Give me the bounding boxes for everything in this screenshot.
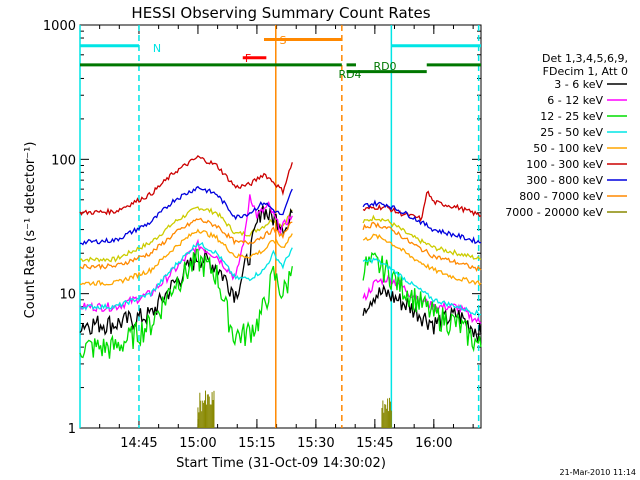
plot-area: 1 10 100 1000 14:45 15:00 15:15 15:30 15:45 16:00… (43, 19, 482, 451)
y-tick-label: 10 (59, 288, 76, 303)
legend-entry-label: 800 - 7000 keV (519, 190, 603, 203)
legend-entry-label: 50 - 100 keV (533, 142, 603, 155)
legend-header: FDecim 1, Att 0 (543, 65, 628, 78)
series-line-4 (79, 228, 293, 287)
series-line-6 (362, 199, 481, 245)
flag-label-rd0: RD0 (373, 60, 396, 73)
flag-label-f: F (245, 52, 251, 65)
x-tick-label: 15:30 (297, 436, 334, 451)
series-line-0 (79, 205, 293, 336)
series-line-unlabeled (79, 206, 293, 263)
series-line-3 (362, 257, 482, 316)
series-line-5 (79, 154, 293, 216)
flag-label-s: S (280, 34, 287, 47)
series-line-4 (362, 233, 482, 287)
chart-title: HESSI Observing Summary Count Rates (131, 4, 430, 22)
series-line-6 (80, 185, 293, 246)
legend-entry-label: 12 - 25 keV (540, 110, 603, 123)
x-axis-label: Start Time (31-Oct-09 14:30:02) (176, 456, 386, 471)
series-line-3 (79, 241, 293, 311)
y-tick-label: 100 (51, 153, 76, 168)
legend-entry-label: 6 - 12 keV (547, 94, 603, 107)
legend-entry-label: 300 - 800 keV (526, 174, 603, 187)
x-tick-label: 15:00 (179, 436, 216, 451)
legend-entry-label: 3 - 6 keV (554, 78, 603, 91)
y-axis-label: Count Rate (s⁻¹ detector⁻¹) (23, 142, 38, 319)
flag-label-rd4: RD4 (338, 68, 361, 81)
legend: Det 1,3,4,5,6,9,FDecim 1, Att 03 - 6 keV… (505, 52, 628, 219)
y-tick-label: 1 (68, 422, 76, 437)
x-tick-label: 14:45 (120, 436, 157, 451)
legend-header: Det 1,3,4,5,6,9, (542, 52, 628, 65)
flag-label-n: N (153, 42, 161, 55)
x-tick-label: 15:45 (356, 436, 393, 451)
legend-entry-label: 7000 - 20000 keV (505, 206, 603, 219)
x-tick-label: 15:15 (238, 436, 275, 451)
footer-timestamp: 21-Mar-2010 11:14 (560, 468, 637, 477)
legend-entry-label: 25 - 50 keV (540, 126, 603, 139)
x-tick-label: 16:00 (415, 436, 452, 451)
series-line-5 (362, 190, 482, 223)
series-line-unlabeled (362, 214, 482, 260)
legend-entry-label: 100 - 300 keV (526, 158, 603, 171)
series-line-0 (362, 283, 482, 343)
series-line-2 (362, 251, 482, 353)
series-line-2 (79, 248, 293, 359)
series-line-7 (362, 221, 482, 273)
series-line-7 (79, 217, 293, 271)
y-tick-label: 1000 (43, 19, 76, 34)
